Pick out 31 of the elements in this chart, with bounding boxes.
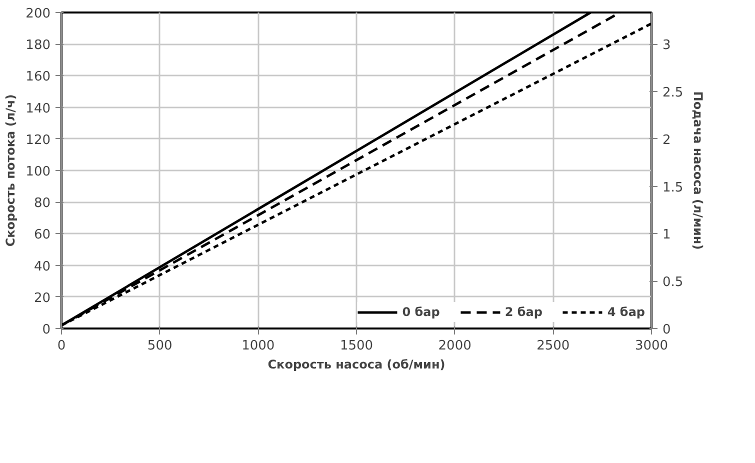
y-tick-label: 40 [34,259,51,274]
y2-tick-label: 2 [662,132,671,148]
x-tick-label: 1500 [340,338,374,354]
y2-tick-label: 1 [662,228,671,243]
y-tick-label: 160 [26,70,51,85]
y-tick-label: 0 [42,322,51,338]
y2-tick-label: 2.5 [662,86,684,100]
x-tick-label: 2500 [536,338,570,354]
x-tick-label: 0 [57,338,66,354]
x-tick-label: 3000 [634,338,668,354]
y-tick-label: 180 [26,38,51,54]
y-tick-label: 100 [26,164,51,180]
x-tick-label: 500 [147,338,172,354]
y-tick-label: 200 [26,6,51,22]
legend-label: 2 бар [504,305,542,319]
y-tick-label: 80 [34,196,51,212]
x-tick-label: 2000 [438,338,472,354]
y-tick-label: 120 [26,132,51,148]
y2-tick-label: 1.5 [662,180,684,196]
y2-tick-label: 0 [662,322,671,338]
y2-tick-label: 0.5 [662,275,684,290]
y-tick-label: 140 [26,101,51,116]
y-axis-title: Скорость потока (л/ч) [4,94,18,247]
legend-label: 4 бар [607,305,645,319]
y2-axis-title: Подача насоса (л/мин) [691,91,706,250]
legend-label: 0 бар [402,305,440,319]
x-tick-label: 1000 [242,338,275,354]
y-tick-label: 20 [34,290,51,306]
y-tick-label: 60 [34,228,51,243]
y2-tick-label: 3 [662,38,671,54]
x-axis-title: Скорость насоса (об/мин) [268,358,446,372]
